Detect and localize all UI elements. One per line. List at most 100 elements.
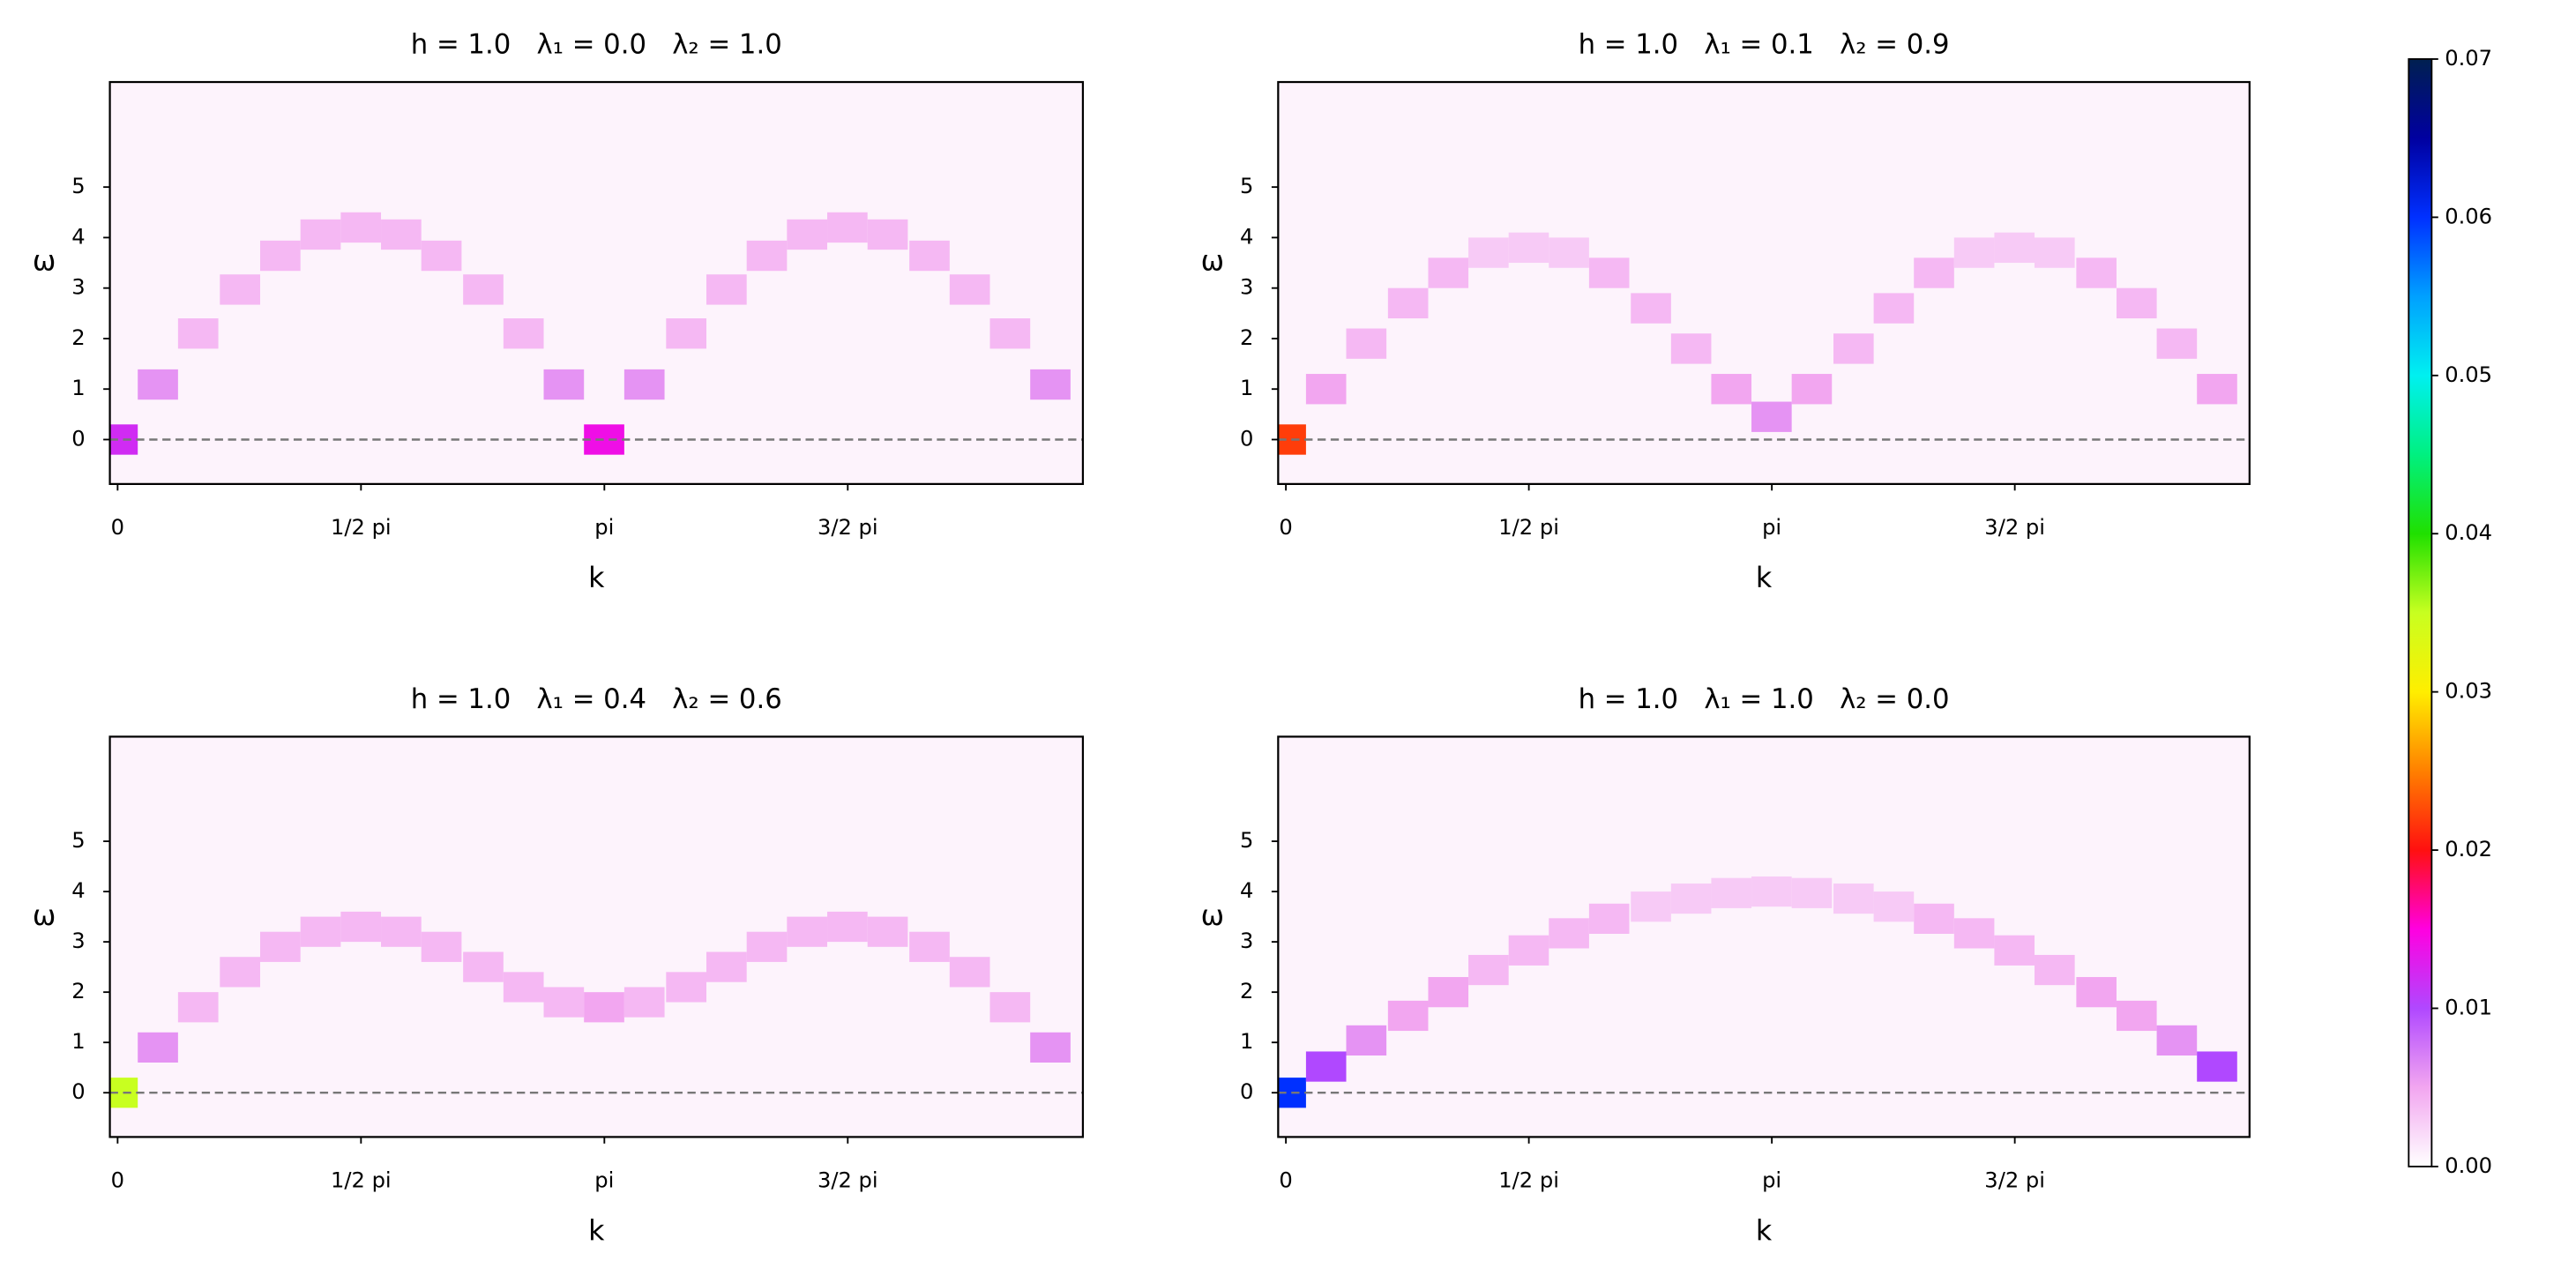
plot-area xyxy=(1278,736,2250,1138)
x-tick-label: 0 xyxy=(1279,515,1292,540)
heat-cell xyxy=(706,951,747,982)
heat-cell xyxy=(1346,328,1387,359)
heat-cell xyxy=(867,916,908,947)
x-tick-label: pi xyxy=(594,515,614,540)
heat-cell xyxy=(1631,891,1671,922)
heat-cell xyxy=(623,369,665,400)
y-tick-label: 0 xyxy=(71,426,85,451)
heat-cell xyxy=(381,916,422,947)
heat-cell xyxy=(1994,935,2035,966)
heat-cell xyxy=(746,931,788,962)
heat-cell xyxy=(1711,374,1752,405)
heat-cell xyxy=(1508,935,1549,966)
chart-title: h = 1.0 λ₁ = 0.0 λ₂ = 1.0 xyxy=(411,30,782,61)
heat-cell xyxy=(503,972,544,1003)
colorbar-scale xyxy=(2408,58,2433,1167)
x-axis-label: k xyxy=(588,1215,605,1247)
colorbar-tick-label: 0.03 xyxy=(2445,679,2492,704)
y-tick-label: 1 xyxy=(1240,376,1253,400)
heat-cell xyxy=(1953,918,1995,949)
heat-cell xyxy=(421,240,462,272)
colorbar-tick-label: 0.05 xyxy=(2445,362,2492,387)
heat-cell xyxy=(949,274,990,305)
x-tick-label: 0 xyxy=(111,515,124,540)
heat-cell xyxy=(1468,237,1509,268)
y-tick-label: 2 xyxy=(71,979,85,1003)
y-tick-label: 4 xyxy=(1240,878,1253,903)
x-tick-label: pi xyxy=(594,1168,614,1193)
heat-cell xyxy=(1387,1000,1429,1032)
heat-cell xyxy=(340,911,382,943)
heat-cell xyxy=(300,916,341,947)
y-tick-label: 5 xyxy=(71,174,85,198)
colorbar-tick-label: 0.01 xyxy=(2445,995,2492,1019)
y-tick-label: 1 xyxy=(71,1029,85,1054)
heat-cell xyxy=(1030,1032,1071,1063)
y-axis-label: ω xyxy=(33,900,56,932)
colorbar-tick-label: 0.04 xyxy=(2445,520,2492,545)
heat-cell xyxy=(1670,883,1712,914)
x-axis-label: k xyxy=(1756,1215,1773,1247)
heat-cell xyxy=(138,1032,178,1063)
cells xyxy=(1278,876,2237,1108)
y-axis-label: ω xyxy=(33,246,56,278)
heat-cell xyxy=(177,992,219,1023)
heat-cell xyxy=(220,957,261,988)
heat-cell xyxy=(1588,257,1630,288)
heatmap-panel: 0 1/2 pi pi 3/2 pi 0 1 2 3 4 5 h = 1.0 λ₁ = 0.0 λ₂… xyxy=(33,30,1085,594)
heat-cell xyxy=(1791,374,1833,405)
heat-cell xyxy=(463,274,504,305)
heat-cell xyxy=(909,931,950,962)
x-tick-label: pi xyxy=(1762,515,1781,540)
heatmap-panel: 0 1/2 pi pi 3/2 pi 0 1 2 3 4 5 h = 1.0 λ₁ = 1.0 λ₂… xyxy=(1201,684,2251,1247)
x-tick-label: 3/2 pi xyxy=(1984,1168,2045,1193)
heat-cell xyxy=(381,219,422,250)
heat-cell xyxy=(666,972,706,1003)
y-tick-label: 4 xyxy=(71,878,85,903)
x-tick-label: 3/2 pi xyxy=(818,515,878,540)
heat-cell xyxy=(503,318,544,349)
heat-cell xyxy=(2076,257,2117,288)
heat-cell xyxy=(1791,877,1833,908)
heat-cell xyxy=(1994,232,2035,264)
heat-cell xyxy=(1588,903,1630,934)
axes-frame xyxy=(1277,735,2251,1138)
cells xyxy=(1278,232,2237,455)
x-tick-label: 1/2 pi xyxy=(331,515,392,540)
heat-cell xyxy=(1914,903,1954,934)
heat-cell xyxy=(340,212,382,243)
heat-cell xyxy=(421,931,462,962)
x-tick-label: 3/2 pi xyxy=(1984,515,2045,540)
heat-cell xyxy=(2156,1025,2198,1056)
heat-cell xyxy=(1305,374,1347,405)
x-tick-label: 3/2 pi xyxy=(818,1168,878,1193)
heat-cell xyxy=(1030,369,1071,400)
heat-cell xyxy=(2035,954,2075,986)
y-tick-label: 3 xyxy=(71,275,85,300)
heat-cell xyxy=(1873,293,1915,324)
colorbar-tick-label: 0.06 xyxy=(2445,204,2492,228)
heat-cell xyxy=(1549,918,1589,949)
y-tick-label: 5 xyxy=(71,828,85,853)
heat-cell xyxy=(909,240,950,272)
y-tick-label: 3 xyxy=(1240,275,1253,300)
chart-title: h = 1.0 λ₁ = 0.1 λ₂ = 0.9 xyxy=(1579,30,1950,61)
heat-cell xyxy=(2156,328,2198,359)
heat-cell xyxy=(827,212,868,243)
y-tick-label: 3 xyxy=(71,929,85,953)
y-tick-label: 4 xyxy=(1240,224,1253,249)
plot-area xyxy=(109,82,1083,484)
heat-cell xyxy=(2035,237,2075,268)
colorbar-tick-label: 0.07 xyxy=(2445,46,2492,71)
heat-cell xyxy=(1833,333,1874,364)
chart-title: h = 1.0 λ₁ = 0.4 λ₂ = 0.6 xyxy=(411,684,782,715)
heat-cell xyxy=(300,219,341,250)
x-tick-label: 1/2 pi xyxy=(1498,515,1559,540)
y-tick-label: 2 xyxy=(1240,325,1253,350)
heat-cell xyxy=(1346,1025,1387,1056)
colorbar-tick-label: 0.02 xyxy=(2445,837,2492,862)
heat-cell xyxy=(623,987,665,1018)
axes-frame xyxy=(108,80,1085,485)
heat-cell xyxy=(1549,237,1589,268)
heat-cell xyxy=(1751,876,1792,907)
